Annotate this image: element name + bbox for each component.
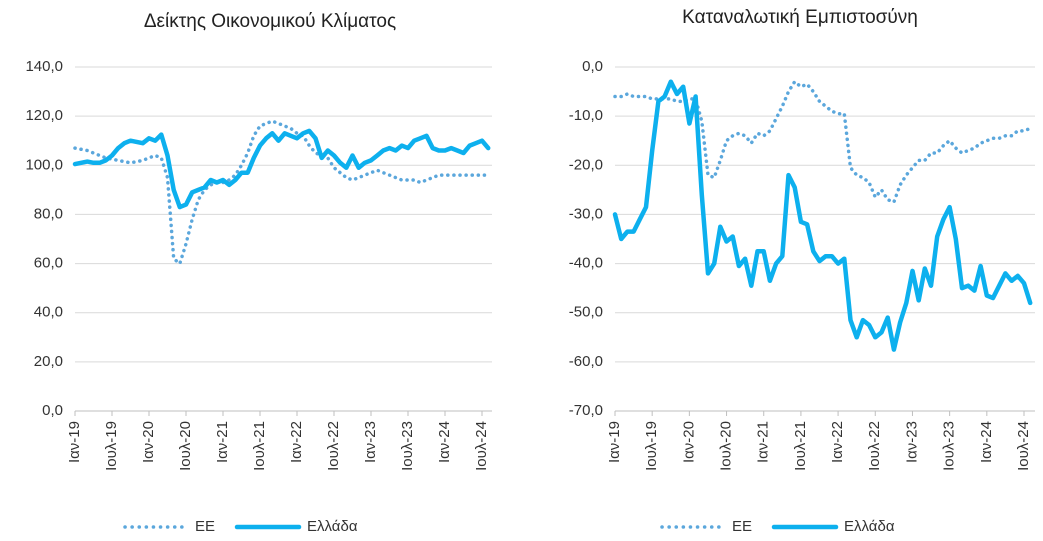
y-tick-label: -50,0 (569, 304, 603, 321)
y-tick-label: -60,0 (569, 353, 603, 370)
chart-title: Καταναλωτική Εμπιστοσύνη (682, 7, 918, 28)
y-tick-label: -10,0 (569, 107, 603, 124)
x-tick-label: Ιαν-20 (680, 421, 697, 463)
line-series (613, 79, 1032, 204)
y-tick-label: 20,0 (34, 353, 63, 370)
y-tick-label: 40,0 (34, 304, 63, 321)
x-tick-label: Ιουλ-24 (1015, 421, 1032, 471)
x-tick-label: Ιαν-23 (903, 421, 920, 463)
y-tick-label: -40,0 (569, 255, 603, 272)
y-tick-label: -20,0 (569, 156, 603, 173)
x-tick-label: Ιουλ-22 (866, 421, 883, 471)
x-tick-label: Ιαν-22 (288, 421, 305, 463)
x-tick-label: Ιουλ-23 (941, 421, 958, 471)
x-tick-label: Ιουλ-23 (399, 421, 416, 471)
x-tick-label: Ιουλ-21 (251, 421, 268, 471)
y-tick-label: 120,0 (25, 107, 63, 124)
y-tick-label: -70,0 (569, 402, 603, 419)
x-tick-label: Ιαν-21 (214, 421, 231, 463)
y-tick-label: 100,0 (25, 156, 63, 173)
x-tick-label: Ιουλ-20 (177, 421, 194, 471)
legend-label: Ελλάδα (844, 518, 895, 535)
x-tick-label: Ιουλ-19 (103, 421, 120, 471)
x-tick-label: Ιαν-19 (606, 421, 623, 463)
x-tick-label: Ιουλ-22 (325, 421, 342, 471)
line-series (72, 128, 491, 210)
y-tick-label: -30,0 (569, 205, 603, 222)
x-tick-label: Ιαν-24 (436, 421, 453, 463)
legend-label: ΕΕ (195, 518, 215, 535)
x-tick-label: Ιουλ-21 (792, 421, 809, 471)
y-tick-label: 0,0 (582, 58, 603, 75)
x-tick-label: Ιουλ-19 (643, 421, 660, 471)
x-tick-label: Ιαν-23 (362, 421, 379, 463)
legend-label: ΕΕ (732, 518, 752, 535)
chart-title: Δείκτης Οικονομικού Κλίματος (144, 11, 396, 32)
x-tick-label: Ιαν-19 (66, 421, 83, 463)
x-tick-label: Ιουλ-20 (718, 421, 735, 471)
x-tick-label: Ιαν-22 (829, 421, 846, 463)
line-series (73, 119, 490, 266)
x-tick-label: Ιαν-24 (978, 421, 995, 463)
x-tick-label: Ιαν-21 (755, 421, 772, 463)
line-series (612, 79, 1033, 352)
y-tick-label: 0,0 (42, 402, 63, 419)
x-tick-label: Ιουλ-24 (473, 421, 490, 471)
x-tick-label: Ιαν-20 (140, 421, 157, 463)
y-tick-label: 80,0 (34, 205, 63, 222)
y-tick-label: 60,0 (34, 255, 63, 272)
legend-label: Ελλάδα (307, 518, 358, 535)
y-tick-label: 140,0 (25, 58, 63, 75)
